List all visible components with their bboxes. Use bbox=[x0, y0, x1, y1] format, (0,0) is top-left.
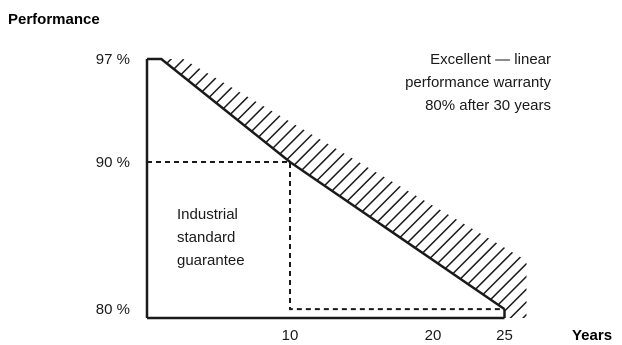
x-axis-title: Years bbox=[572, 327, 612, 344]
linear-warranty-annotation-line-2: performance warranty bbox=[405, 74, 551, 91]
x-tick-label-25: 25 bbox=[496, 327, 513, 344]
y-tick-label-97: 97 % bbox=[96, 51, 130, 68]
y-tick-label-80: 80 % bbox=[96, 301, 130, 318]
industrial-standard-annotation-line-3: guarantee bbox=[177, 252, 245, 269]
industrial-standard-annotation-line-2: standard bbox=[177, 229, 235, 246]
linear-warranty-annotation-line-1: Excellent — linear bbox=[430, 51, 551, 68]
industrial-standard-line bbox=[147, 161, 505, 311]
industrial-standard-annotation-line-1: Industrial bbox=[177, 206, 238, 223]
linear-warranty-annotation-line-3: 80% after 30 years bbox=[425, 97, 551, 114]
x-tick-label-20: 20 bbox=[425, 327, 442, 344]
hatched-warranty-advantage-area bbox=[161, 59, 527, 318]
y-tick-label-90: 90 % bbox=[96, 154, 130, 171]
y-axis-title: Performance bbox=[8, 11, 100, 28]
linear-warranty-line bbox=[147, 57, 506, 311]
x-tick-label-10: 10 bbox=[282, 327, 299, 344]
